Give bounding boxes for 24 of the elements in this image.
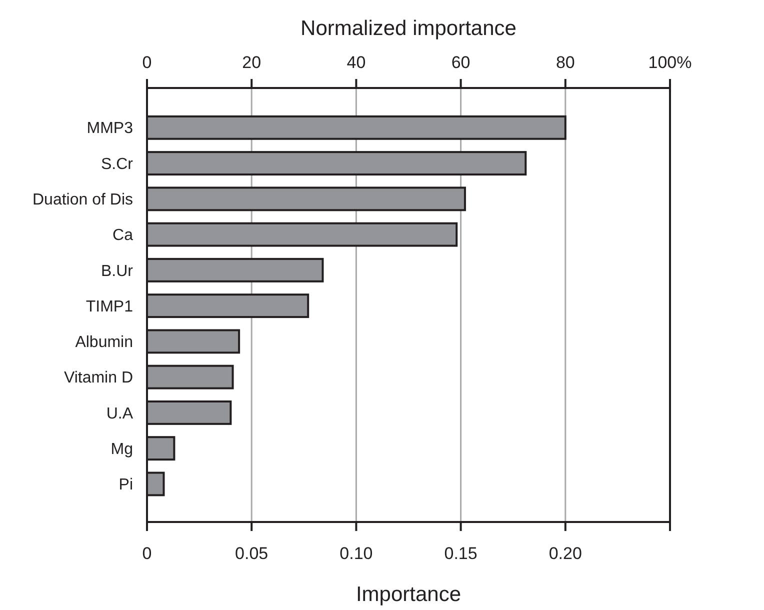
y-tick-label: Vitamin D xyxy=(64,370,133,387)
x-tick-label: 0.20 xyxy=(548,544,582,563)
y-tick-label: U.A xyxy=(106,405,134,422)
x-tick-label: 0.15 xyxy=(444,544,478,563)
y-tick-label: Albumin xyxy=(75,334,133,352)
x2-axis-title: Normalized importance xyxy=(300,17,516,40)
x2-tick-label: 100% xyxy=(648,53,692,72)
y-tick-label: MMP3 xyxy=(86,120,134,138)
x-tick-label: 0.10 xyxy=(340,544,373,563)
y-tick-label: B.Ur xyxy=(101,262,134,280)
y-tick-label: Duation of Dis xyxy=(32,192,133,209)
x-tick-label: 0 xyxy=(142,544,152,563)
x2-tick-label: 0 xyxy=(142,53,152,72)
x2-tick-label: 20 xyxy=(242,53,262,72)
y-tick-label: TIMP1 xyxy=(86,298,134,316)
x-axis-title: Importance xyxy=(356,583,462,606)
x2-tick-label: 40 xyxy=(346,53,366,72)
y-tick-label: Ca xyxy=(112,227,134,244)
x2-tick-label: 60 xyxy=(451,53,470,72)
y-tick-label: S.Cr xyxy=(101,156,134,173)
y-tick-label: Mg xyxy=(110,440,133,458)
y-tick-label: Pi xyxy=(118,476,133,494)
x2-tick-label: 80 xyxy=(556,53,575,72)
x-tick-label: 0.05 xyxy=(235,544,268,563)
